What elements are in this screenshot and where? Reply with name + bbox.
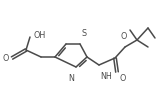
- Text: S: S: [82, 29, 87, 38]
- Text: OH: OH: [34, 31, 46, 40]
- Text: NH: NH: [100, 72, 112, 81]
- Text: N: N: [68, 74, 74, 83]
- Text: O: O: [3, 53, 9, 62]
- Text: O: O: [120, 74, 126, 83]
- Text: O: O: [121, 32, 127, 41]
